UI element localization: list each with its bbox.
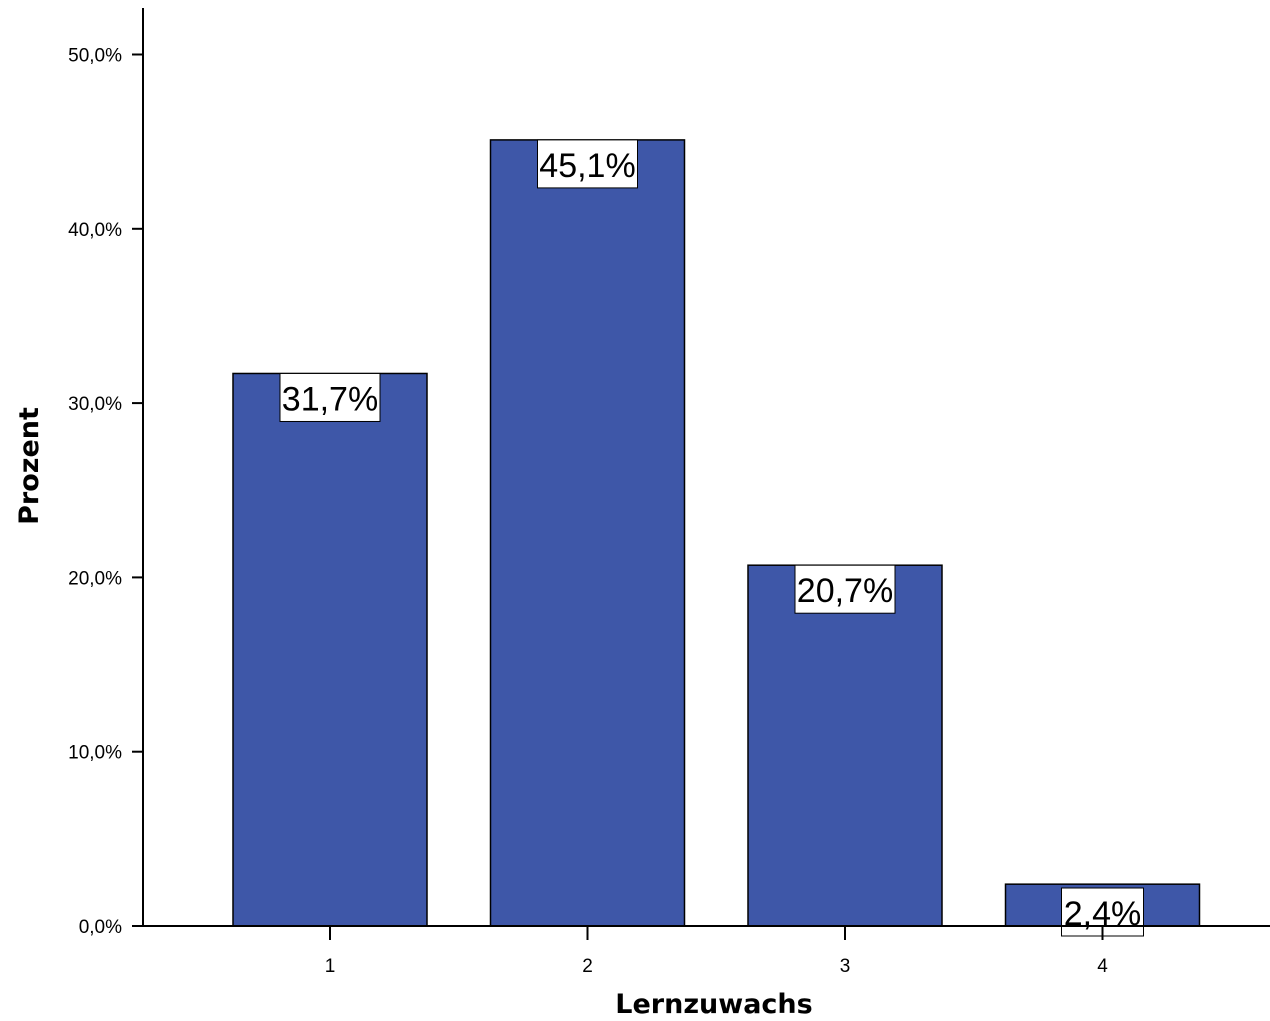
x-axis-ticks: 1 2 3 4 — [325, 926, 1108, 977]
bar — [232, 372, 428, 927]
y-tick-label: 10,0% — [68, 743, 122, 764]
x-tick-label: 2 — [582, 956, 593, 977]
x-tick-label: 1 — [325, 956, 336, 977]
data-label-box — [279, 372, 381, 422]
bars: 31,7%45,1%20,7%2,4% — [232, 139, 1201, 937]
bar — [489, 139, 686, 927]
y-axis-ticks: 0,0% 10,0% 20,0% 30,0% 40,0% 50,0% — [68, 46, 143, 938]
x-axis-title: Lernzuwachs — [615, 989, 812, 1020]
data-label-box — [794, 564, 896, 614]
x-tick-label: 4 — [1097, 956, 1108, 977]
data-label: 45,1% — [539, 147, 635, 185]
y-tick-label: 40,0% — [68, 220, 122, 241]
data-label: 31,7% — [282, 380, 378, 418]
x-tick-label: 3 — [840, 956, 851, 977]
y-tick-label: 0,0% — [79, 917, 122, 938]
data-label-box — [537, 139, 638, 189]
y-tick-label: 50,0% — [68, 46, 122, 67]
bar — [747, 564, 943, 927]
data-label: 20,7% — [797, 572, 893, 610]
y-tick-label: 30,0% — [68, 394, 122, 415]
y-tick-label: 20,0% — [68, 568, 122, 589]
y-axis-title: Prozent — [14, 407, 45, 525]
